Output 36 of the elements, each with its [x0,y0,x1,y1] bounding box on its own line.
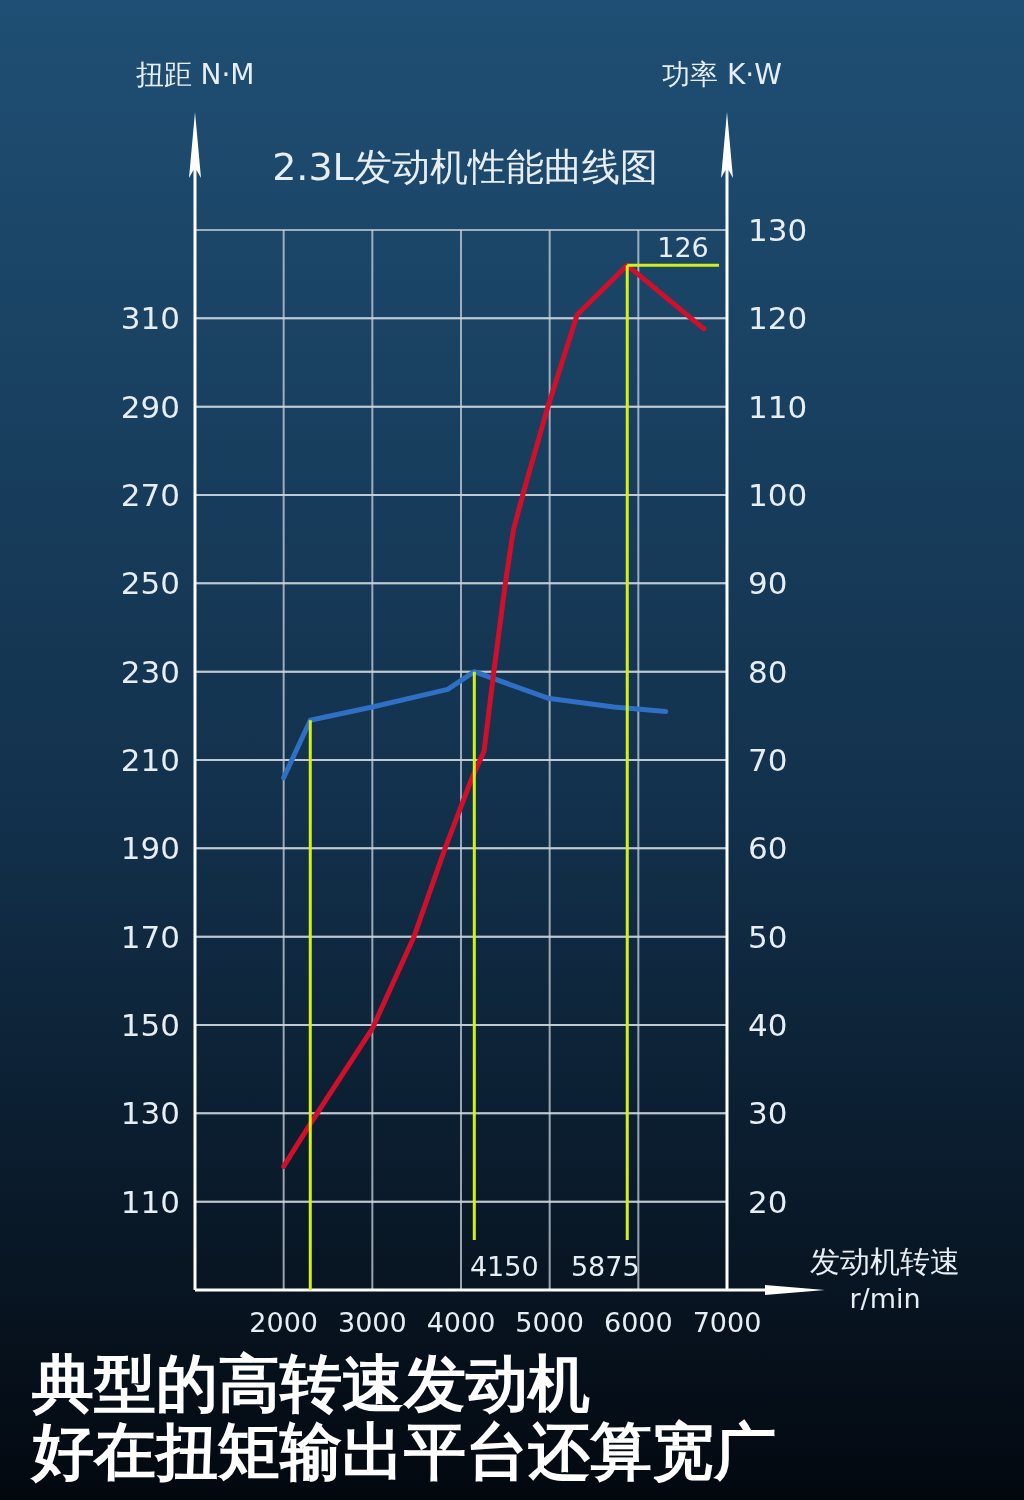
y-tick-label: 190 [120,830,180,867]
x-axis-title: 发动机转速 r/min [810,1244,960,1314]
y-tick-label: 130 [120,1095,180,1132]
y2-axis-title: 功率 K·W [662,58,782,91]
y-tick-label: 290 [120,388,180,425]
y2-tick-label: 60 [748,830,788,867]
y-tick-label: 110 [120,1183,180,1220]
ref-line-label: 5875 [570,1251,640,1282]
y2-tick-label: 30 [748,1095,788,1132]
ref-line-label: 4150 [469,1251,539,1282]
y2-tick-label: 110 [748,388,808,425]
x-tick-label: 3000 [337,1307,407,1338]
y-tick-label: 310 [120,300,180,337]
y2-tick-label: 40 [748,1007,788,1043]
ref-line-label: 126 [657,232,709,264]
y-tick-label: 150 [120,1007,180,1043]
chart-title: 2.3L发动机性能曲线图 [272,145,658,189]
x-tick-label: 5000 [515,1307,585,1338]
x-tick-label: 4000 [426,1307,496,1338]
x-tick-label: 7000 [692,1307,762,1338]
y2-tick-label: 50 [748,918,788,955]
x-tick-label: 6000 [603,1307,673,1338]
y2-tick-label: 70 [748,742,788,778]
y2-tick-label: 130 [748,212,808,248]
y-tick-label: 250 [120,565,180,602]
y-tick-label: 170 [120,918,180,955]
y-tick-label: 210 [120,742,180,778]
x-tick-label: 2000 [249,1307,319,1338]
y-axis-title: 扭距 N·M [135,58,255,91]
y2-tick-label: 90 [748,565,788,602]
y-tick-label: 230 [120,653,180,690]
y2-tick-label: 120 [748,300,808,337]
y2-tick-label: 100 [748,477,808,513]
y2-tick-label: 20 [748,1183,788,1220]
y-tick-label: 270 [120,477,180,513]
y2-tick-label: 80 [748,653,788,690]
